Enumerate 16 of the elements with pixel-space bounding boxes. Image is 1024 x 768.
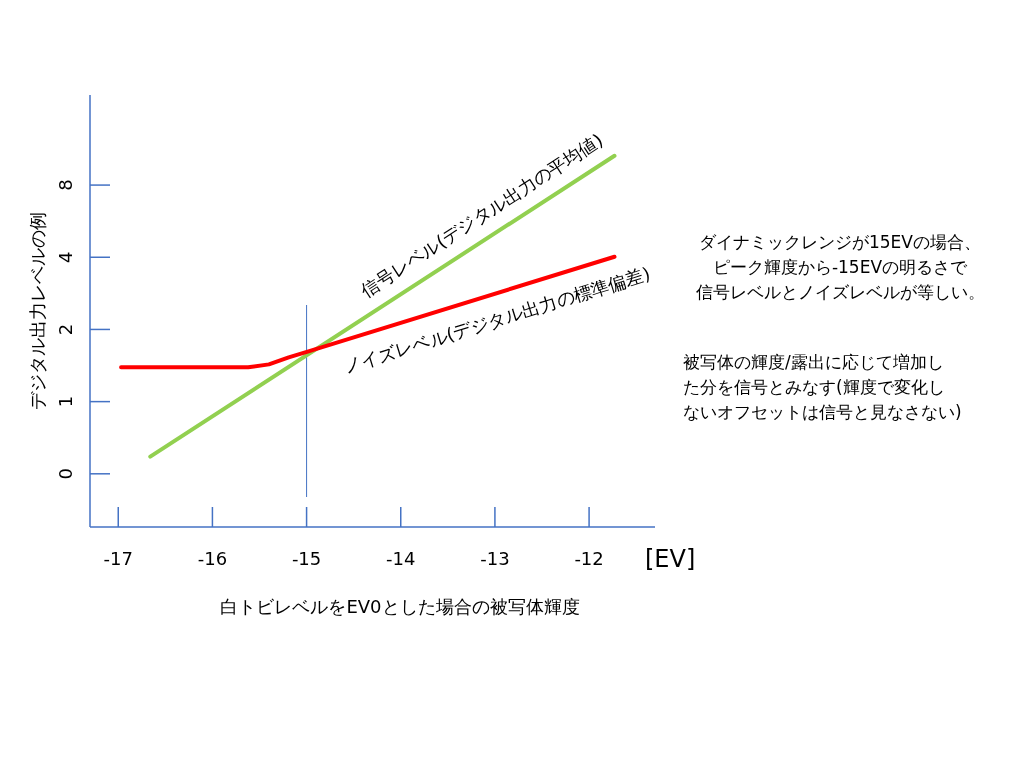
- y-tick-label: 8: [55, 179, 76, 191]
- text: 被写体の輝度/露出に応じて増加した分を信号とみなす(輝度で変化しないオフセットは信号と見なさない): [683, 352, 962, 422]
- y-axis-title: デジタル出力レベルの例: [27, 212, 48, 410]
- y-tick-label: 1: [55, 395, 76, 408]
- x-axis-title: 白トビレベルをEV0とした場合の被写体輝度: [220, 596, 580, 617]
- text: [EV]: [645, 545, 696, 573]
- y-tick-label: 4: [55, 251, 76, 263]
- x-tick-label: -17: [103, 548, 133, 569]
- text: ダイナミックレンジが15EVの場合、ピーク輝度から-15EVの明るさで信号レベルとノイズレベルが等しい。: [695, 232, 985, 302]
- x-tick-label: -16: [197, 548, 228, 569]
- x-tick-label: -12: [574, 548, 604, 569]
- x-tick-label: -15: [291, 548, 322, 569]
- y-tick-label: 2: [55, 323, 76, 336]
- x-tick-label: -13: [480, 548, 510, 569]
- y-tick-label: 0: [55, 468, 76, 480]
- x-tick-label: -14: [386, 548, 416, 569]
